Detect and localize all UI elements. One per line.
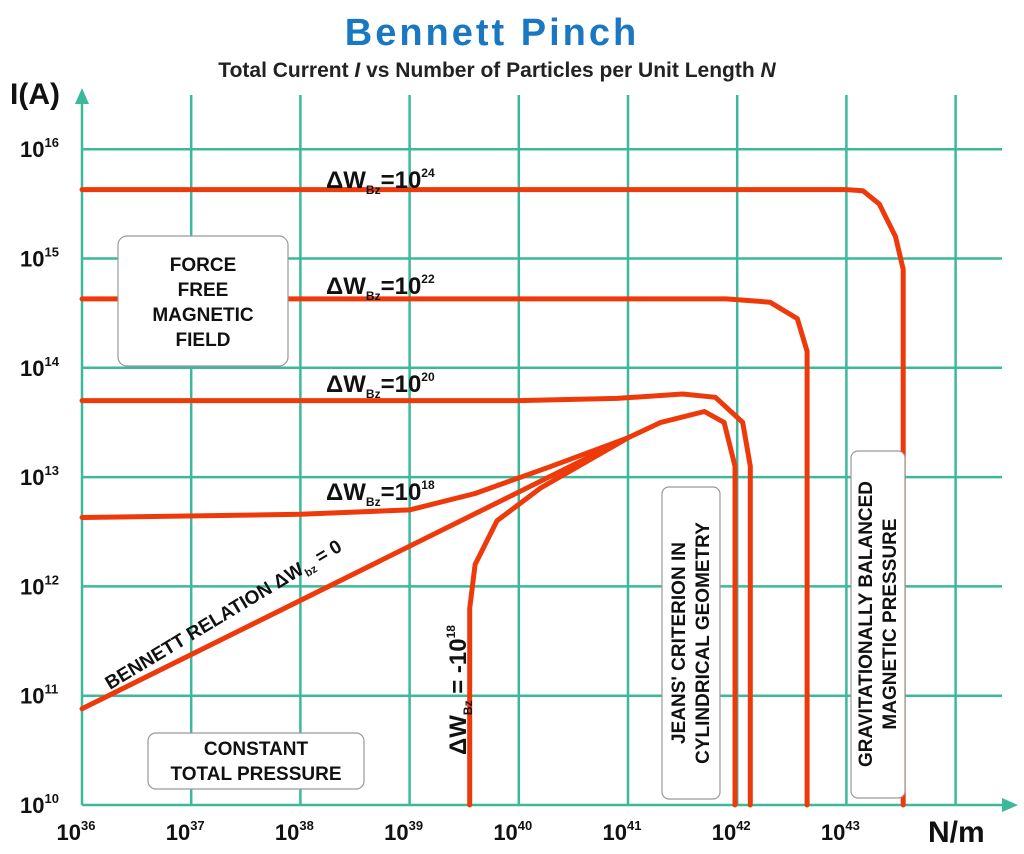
annotation-line: MAGNETIC PRESSURE [880, 518, 901, 729]
annotation-line: CYLINDRICAL GEOMETRY [693, 522, 714, 764]
x-tick-label: 1042 [712, 818, 751, 845]
annotation-line: FREE [178, 280, 229, 301]
x-tick-label: 1038 [275, 818, 314, 845]
x-tick-label: 1040 [493, 818, 532, 845]
annotation-line: FIELD [176, 330, 231, 351]
x-tick-labels: 1036 1037 1038 1039 1040 1041 1042 1043 [57, 818, 860, 845]
annotation-force-free: FORCE FREE MAGNETIC FIELD [117, 235, 289, 367]
axes [75, 88, 1018, 812]
series-line-2 [79, 391, 753, 808]
x-tick-label: 1043 [821, 818, 860, 845]
y-tick-label: 1016 [20, 135, 59, 162]
y-tick-label: 1013 [20, 463, 59, 490]
curves [79, 187, 906, 808]
series-line-3 [79, 435, 631, 520]
annotation-line: MAGNETIC [152, 305, 254, 326]
y-tick-label: 1011 [20, 682, 58, 709]
annotation-box [850, 450, 906, 799]
x-tick-label: 1037 [166, 818, 205, 845]
annotation-gravitational-balance: GRAVITATIONALLY BALANCED MAGNETIC PRESSU… [850, 450, 906, 799]
curve-label-dwbz-1e24: ΔWBz=1024 [326, 166, 435, 197]
annotation-line: CONSTANT [204, 739, 309, 760]
x-tick-label: 1039 [384, 818, 423, 845]
x-axis-label: N/m [928, 816, 985, 849]
curve-label-dwbz-1e20: ΔWBz=1020 [326, 370, 435, 401]
subtitle-part-2: I [354, 59, 361, 82]
annotation-line: GRAVITATIONALLY BALANCED [856, 481, 877, 767]
y-tick-label: 1014 [20, 354, 60, 381]
subtitle-part-4: N [761, 59, 777, 82]
y-tick-labels: 1010 1011 1012 1013 1014 1015 1016 [20, 135, 60, 818]
annotation-line: JEANS' CRITERION IN [669, 542, 690, 744]
annotation-line: FORCE [170, 255, 237, 276]
y-tick-label: 1010 [20, 791, 59, 818]
y-axis-label: I(A) [10, 78, 60, 111]
chart-subtitle: Total Current I vs Number of Particles p… [218, 59, 776, 82]
annotation-box [147, 732, 365, 790]
x-tick-label: 1041 [603, 818, 642, 845]
series-line-0 [79, 187, 906, 808]
curve-label-bennett-relation: BENNETT RELATION ΔWbz = 0 [102, 536, 348, 697]
annotation-line: TOTAL PRESSURE [170, 764, 341, 785]
series-line-5 [467, 435, 631, 808]
x-tick-label: 1036 [57, 818, 96, 845]
curve-label-dwbz-neg-1e18: ΔWBz = -1018 [444, 625, 475, 755]
curve-label-dwbz-1e22: ΔWBz=1022 [326, 272, 435, 303]
annotation-box [117, 235, 289, 367]
y-tick-label: 1012 [20, 572, 59, 599]
series-line-1 [79, 296, 810, 808]
subtitle-part-3: vs Number of Particles per Unit Length [360, 59, 760, 82]
y-axis-arrow-icon [75, 88, 89, 104]
annotation-box [661, 486, 721, 800]
x-axis-arrow-icon [1002, 798, 1018, 812]
curve-label-dwbz-1e18: ΔWBz=1018 [326, 478, 435, 509]
subtitle-part-1: Total Current [218, 59, 354, 82]
y-tick-label: 1015 [20, 245, 59, 272]
annotation-constant-pressure: CONSTANT TOTAL PRESSURE [147, 732, 365, 790]
annotation-jeans-criterion: JEANS' CRITERION IN CYLINDRICAL GEOMETRY [661, 486, 721, 800]
chart-title: Bennett Pinch [345, 12, 639, 54]
